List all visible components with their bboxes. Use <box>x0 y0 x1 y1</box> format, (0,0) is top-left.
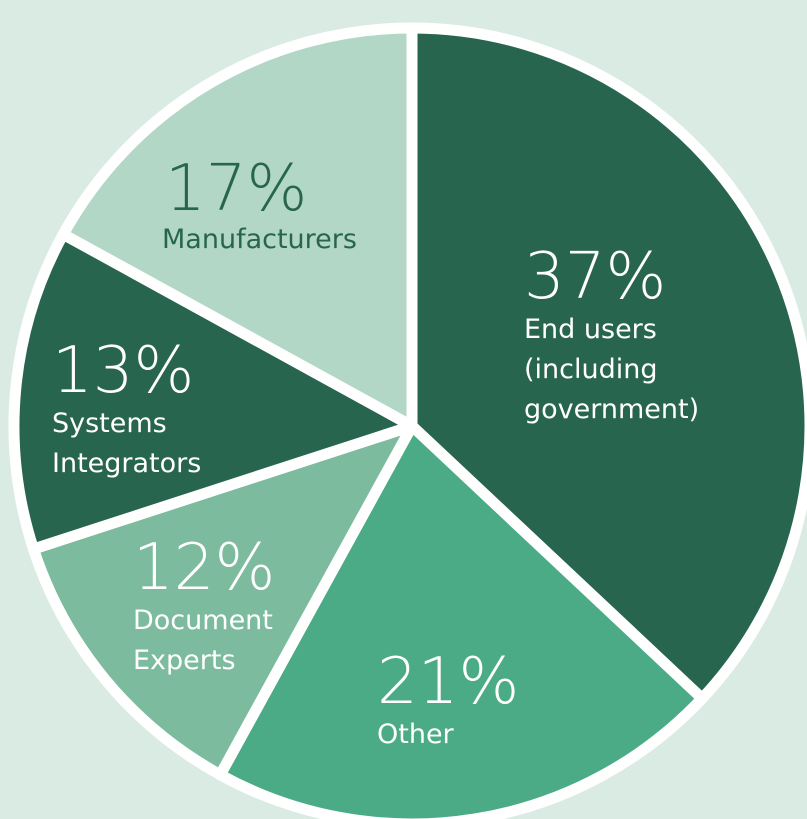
slice-category-label: Document <box>133 605 273 636</box>
slice-percent-label: 13% <box>52 334 194 408</box>
pie-slice-1 <box>406 22 807 704</box>
slice-category-label: Experts <box>133 645 236 676</box>
slice-label-group-1: 37%End users (including government) <box>524 240 699 425</box>
pie-slice-4 <box>8 228 418 555</box>
slice-label-group-3: 12%Document Experts <box>133 531 275 676</box>
pie-slice-2 <box>214 420 708 819</box>
slice-category-label: Other <box>377 719 455 750</box>
slice-label-group-5: 17%Manufacturers <box>162 152 357 255</box>
slice-category-label: Systems <box>52 408 167 439</box>
slice-percent-label: 17% <box>165 152 307 226</box>
slice-category-label: government) <box>524 394 699 425</box>
slice-label-group-2: 21%Other <box>377 645 519 750</box>
pie-slice-3 <box>27 420 418 781</box>
pie-slice-5 <box>57 22 418 432</box>
slice-category-label: Integrators <box>52 448 201 479</box>
slice-percent-label: 37% <box>524 240 666 314</box>
slice-percent-label: 12% <box>133 531 275 605</box>
slice-category-label: Manufacturers <box>162 224 357 255</box>
slice-category-label: (including <box>524 354 658 385</box>
slice-percent-label: 21% <box>377 645 519 719</box>
slice-label-group-4: 13%Systems Integrators <box>52 334 201 479</box>
slice-category-label: End users <box>524 314 657 345</box>
